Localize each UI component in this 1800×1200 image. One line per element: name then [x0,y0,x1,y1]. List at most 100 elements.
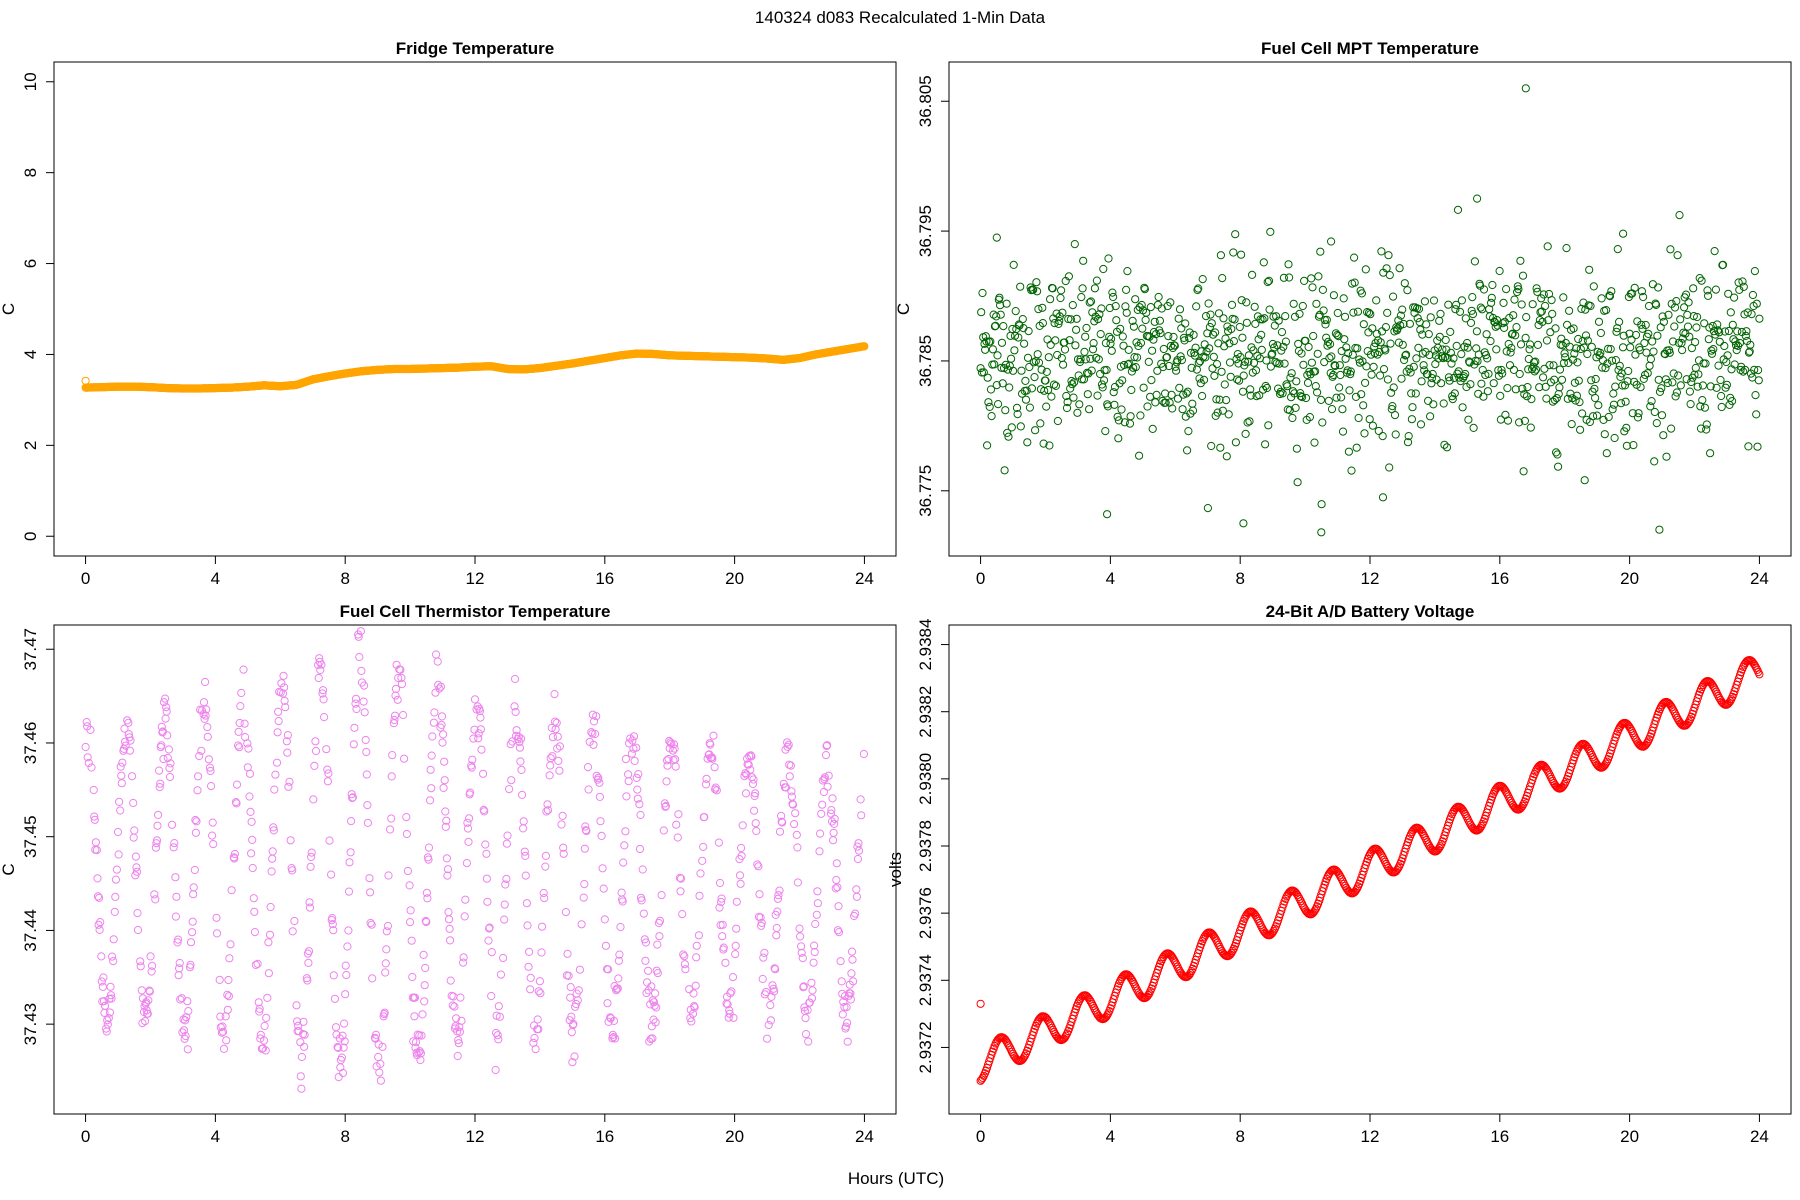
thermistor-data-point [714,838,724,847]
mpt-data-point [1565,306,1574,315]
thermistor-data-point [254,998,263,1007]
thermistor-data-point [530,1033,539,1043]
mpt-data-point [1042,367,1051,376]
mpt-data-point [1114,434,1123,443]
mpt-data-point [1329,291,1339,300]
battery-x-tick-label: 12 [1361,1127,1380,1146]
battery-data-point [1585,746,1594,755]
thermistor-data-point [142,998,151,1007]
thermistor-data-point [189,883,198,892]
mpt-data-point [1453,205,1463,214]
fridge-ylabel: C [0,303,18,315]
mpt-data-point [1224,410,1233,419]
thermistor-data-point [99,997,109,1006]
thermistor-data-point [567,1028,576,1037]
battery-points [976,656,1764,1085]
thermistor-data-point [615,950,624,959]
thermistor-data-point [502,874,511,884]
mpt-data-point [1431,351,1441,360]
thermistor-data-point [402,813,411,822]
thermistor-data-point [778,818,787,827]
mpt-data-point [1389,292,1398,301]
thermistor-data-point [227,886,236,895]
mpt-data-point [1289,299,1298,308]
thermistor-data-point [649,998,659,1007]
battery-y-tick-label: 2.9384 [916,619,935,671]
thermistor-data-point [283,748,292,757]
thermistor-data-point [391,684,401,694]
thermistor-data-point [329,926,338,935]
mpt-data-point [1093,391,1102,400]
battery-data-point [1253,914,1262,923]
thermistor-data-point [219,1044,229,1054]
mpt-data-point [1143,402,1152,411]
thermistor-data-point [638,865,647,874]
thermistor-data-point [832,859,841,868]
thermistor-data-point [81,742,90,752]
mpt-data-point [1466,380,1475,389]
thermistor-data-point [641,956,650,965]
mpt-data-point [1299,360,1308,369]
thermistor-data-point [212,929,222,938]
mpt-data-point [1042,402,1051,411]
thermistor-data-point [614,956,624,965]
thermistor-data-point [854,846,864,855]
thermistor-data-point [793,878,803,887]
mpt-data-point [1065,336,1074,345]
thermistor-data-point [203,723,212,732]
mpt-data-point [1248,270,1257,279]
mpt-data-point [1316,247,1325,256]
thermistor-data-point [244,744,253,753]
thermistor-data-point [732,897,741,906]
thermistor-data-point [440,757,449,766]
mpt-data-point [1387,388,1396,397]
mpt-y-tick-label: 36.775 [916,465,935,517]
mpt-data-point [1631,350,1640,359]
thermistor-data-point [106,982,115,991]
fridge-x-tick-label: 4 [211,569,220,588]
mpt-data-point [1197,347,1206,356]
mpt-data-point [1358,357,1367,366]
mpt-data-point [1426,412,1435,421]
mpt-data-point [1039,439,1048,448]
mpt-data-point [1445,376,1454,385]
mpt-data-point [1370,342,1379,351]
mpt-data-point [1368,324,1377,333]
thermistor-data-point [483,897,492,906]
mpt-data-point [1266,362,1276,371]
thermistor-data-point [758,974,767,984]
thermistor-data-point [611,1034,620,1043]
thermistor-data-point [268,847,277,856]
thermistor-data-point [209,840,218,849]
mpt-data-point [977,308,986,317]
mpt-data-point [1554,389,1563,399]
mpt-data-point [999,322,1008,331]
mpt-data-point [1244,351,1254,360]
mpt-data-point [1295,309,1304,318]
mpt-data-point [1728,320,1737,329]
mpt-data-point [1403,438,1413,447]
mpt-data-point [1551,324,1560,333]
mpt-data-point [1625,329,1634,338]
thermistor-data-point [516,757,525,766]
mpt-data-point [990,360,999,369]
thermistor-data-point [664,754,673,764]
thermistor-data-point [763,1034,772,1043]
thermistor-data-point [531,1045,540,1054]
mpt-data-point [1382,264,1391,273]
mpt-data-point [1128,316,1137,325]
mpt-data-point [1103,510,1112,519]
mpt-data-point [1465,358,1474,367]
thermistor-data-point [338,1068,348,1078]
battery-data-point [1335,871,1344,880]
mpt-data-point [1222,452,1231,461]
thermistor-data-point [163,731,172,740]
mpt-data-point [1557,375,1567,384]
thermistor-y-tick-label: 37.43 [21,1003,40,1046]
mpt-data-point [1641,320,1650,330]
thermistor-data-point [217,1028,226,1037]
thermistor-data-point [348,793,357,802]
mpt-data-point [1543,242,1552,251]
thermistor-data-point [437,712,447,721]
thermistor-data-point [148,961,157,971]
